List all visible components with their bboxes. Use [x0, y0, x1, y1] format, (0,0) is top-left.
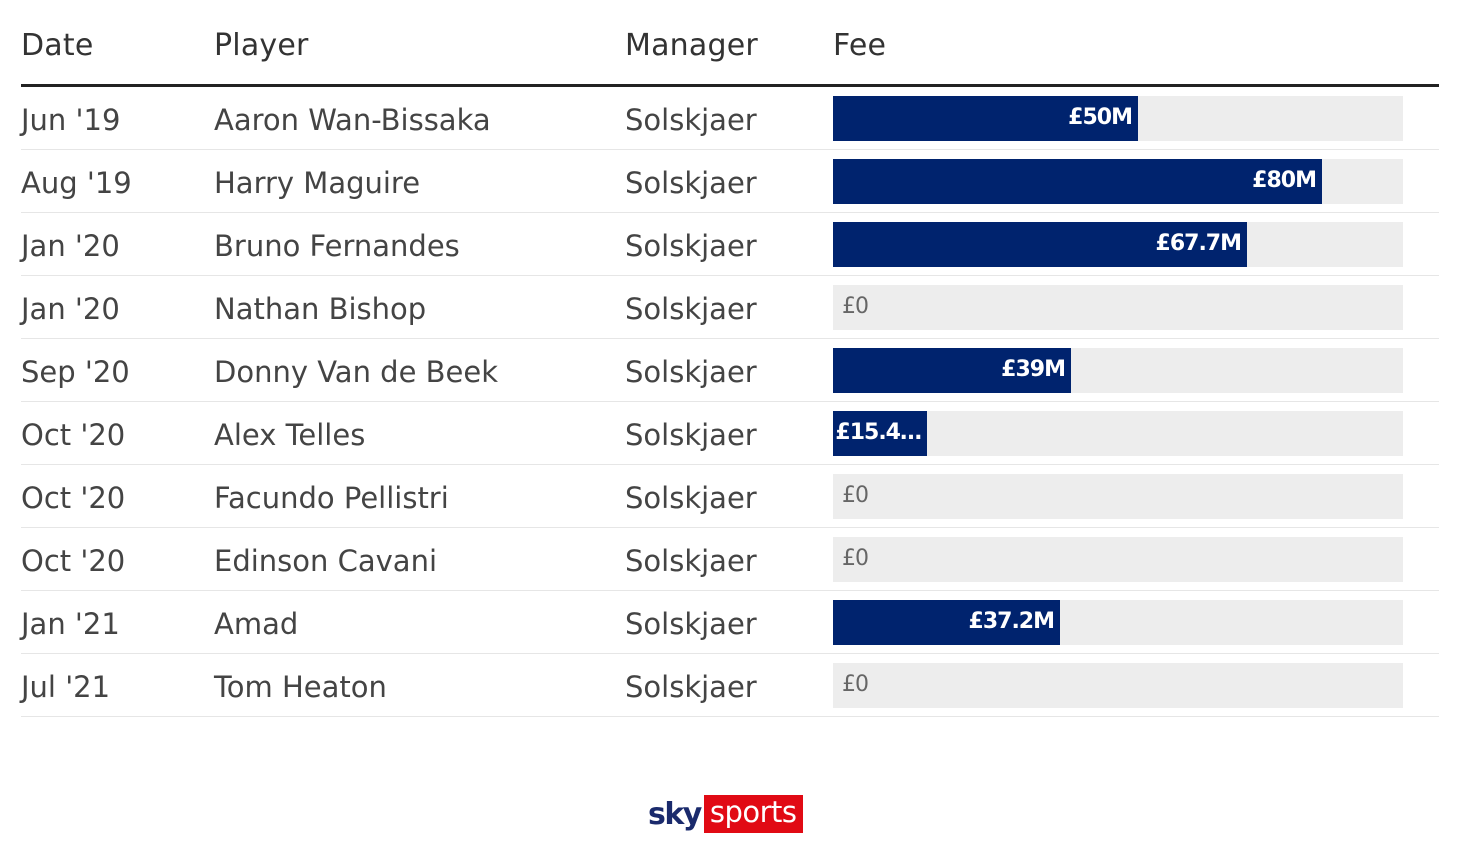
- logo-sky-text: sky: [648, 796, 702, 832]
- player-cell: Bruno Fernandes: [214, 229, 460, 263]
- table-row: Oct '20 Edinson Cavani Solskjaer £0: [21, 528, 1439, 591]
- fee-bar-track: £0: [833, 663, 1403, 708]
- manager-cell: Solskjaer: [625, 355, 757, 389]
- player-cell: Harry Maguire: [214, 166, 421, 200]
- fee-bar-track: £0: [833, 285, 1403, 330]
- table-row: Jan '20 Nathan Bishop Solskjaer £0: [21, 276, 1439, 339]
- date-cell: Oct '20: [21, 481, 126, 515]
- table-row: Jan '21 Amad Solskjaer £37.2M: [21, 591, 1439, 654]
- manager-cell: Solskjaer: [625, 292, 757, 326]
- manager-cell: Solskjaer: [625, 607, 757, 641]
- fee-bar-label: £0: [842, 483, 869, 508]
- date-cell: Jan '21: [21, 607, 120, 641]
- manager-cell: Solskjaer: [625, 544, 757, 578]
- table-row: Sep '20 Donny Van de Beek Solskjaer £39M: [21, 339, 1439, 402]
- fee-bar: [833, 96, 1138, 141]
- fee-bar-track: £37.2M: [833, 600, 1403, 645]
- manager-cell: Solskjaer: [625, 670, 757, 704]
- manager-cell: Solskjaer: [625, 481, 757, 515]
- fee-bar-label: £0: [842, 546, 869, 571]
- fee-bar-track: £15.4…: [833, 411, 1403, 456]
- table-row: Jul '21 Tom Heaton Solskjaer £0: [21, 654, 1439, 717]
- header-fee: Fee: [833, 28, 887, 63]
- header-player: Player: [214, 28, 309, 63]
- date-cell: Jan '20: [21, 229, 120, 263]
- fee-bar-track: £0: [833, 474, 1403, 519]
- logo-sports-text: sports: [703, 795, 803, 833]
- fee-bar-label: £0: [842, 672, 869, 697]
- player-cell: Edinson Cavani: [214, 544, 438, 578]
- manager-cell: Solskjaer: [625, 229, 757, 263]
- player-cell: Donny Van de Beek: [214, 355, 499, 389]
- fee-bar-label: £50M: [1068, 105, 1133, 130]
- table-row: Oct '20 Facundo Pellistri Solskjaer £0: [21, 465, 1439, 528]
- table-body: Jun '19 Aaron Wan-Bissaka Solskjaer £50M Aug…: [21, 87, 1439, 717]
- player-cell: Tom Heaton: [214, 670, 387, 704]
- header-date: Date: [21, 28, 94, 63]
- fee-bar-track: £67.7M: [833, 222, 1403, 267]
- date-cell: Jun '19: [21, 103, 121, 137]
- fee-bar: [833, 411, 927, 456]
- transfer-table: Date Player Manager Fee Jun '19 Aaron Wan…: [21, 0, 1439, 717]
- fee-bar-label: £15.4…: [835, 420, 922, 445]
- date-cell: Oct '20: [21, 544, 126, 578]
- player-cell: Amad: [214, 607, 299, 641]
- date-cell: Sep '20: [21, 355, 130, 389]
- table-row: Jan '20 Bruno Fernandes Solskjaer £67.7M: [21, 213, 1439, 276]
- fee-bar: [833, 159, 1322, 204]
- player-cell: Aaron Wan-Bissaka: [214, 103, 491, 137]
- fee-bar-label: £39M: [1001, 357, 1066, 382]
- fee-bar-label: £37.2M: [968, 609, 1055, 634]
- table-row: Jun '19 Aaron Wan-Bissaka Solskjaer £50M: [21, 87, 1439, 150]
- fee-bar-track: £39M: [833, 348, 1403, 393]
- fee-bar-track: £50M: [833, 96, 1403, 141]
- fee-bar-track: £0: [833, 537, 1403, 582]
- player-cell: Facundo Pellistri: [214, 481, 449, 515]
- header-manager: Manager: [625, 28, 758, 63]
- fee-bar-track: £80M: [833, 159, 1403, 204]
- manager-cell: Solskjaer: [625, 103, 757, 137]
- fee-bar: [833, 222, 1247, 267]
- fee-bar-label: £0: [842, 294, 869, 319]
- table-row: Oct '20 Alex Telles Solskjaer £15.4…: [21, 402, 1439, 465]
- fee-bar: [833, 348, 1071, 393]
- table-header: Date Player Manager Fee: [21, 0, 1439, 87]
- date-cell: Jul '21: [21, 670, 111, 704]
- manager-cell: Solskjaer: [625, 166, 757, 200]
- fee-bar-label: £67.7M: [1155, 231, 1242, 256]
- table-row: Aug '19 Harry Maguire Solskjaer £80M: [21, 150, 1439, 213]
- date-cell: Aug '19: [21, 166, 132, 200]
- date-cell: Oct '20: [21, 418, 126, 452]
- player-cell: Alex Telles: [214, 418, 366, 452]
- fee-bar-label: £80M: [1252, 168, 1317, 193]
- date-cell: Jan '20: [21, 292, 120, 326]
- sky-sports-logo: sky sports: [648, 795, 803, 833]
- manager-cell: Solskjaer: [625, 418, 757, 452]
- player-cell: Nathan Bishop: [214, 292, 427, 326]
- fee-bar: [833, 600, 1060, 645]
